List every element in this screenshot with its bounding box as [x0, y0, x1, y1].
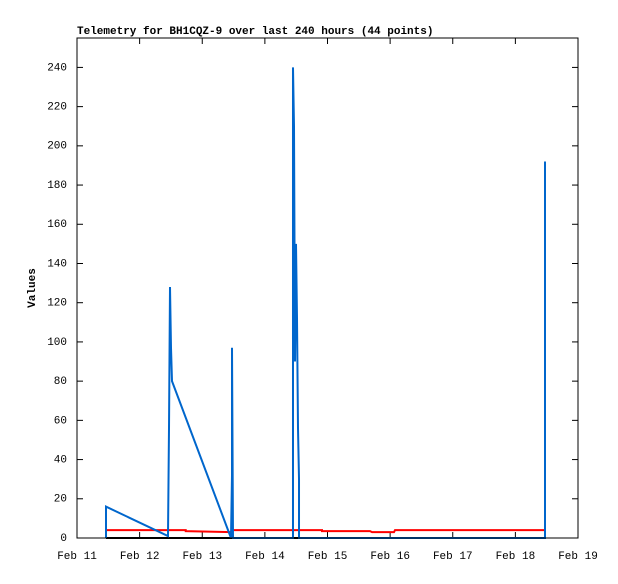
- series-line: [106, 529, 545, 534]
- y-tick-label: 240: [47, 62, 67, 74]
- y-tick-label: 160: [47, 219, 67, 231]
- x-tick-label: Feb 18: [496, 551, 536, 563]
- y-axis-label: Values: [27, 268, 39, 308]
- y-tick-label: 0: [60, 533, 67, 545]
- y-tick-label: 100: [47, 337, 67, 349]
- y-tick-label: 20: [54, 494, 67, 506]
- chart-title: Telemetry for BH1CQZ-9 over last 240 hou…: [77, 26, 433, 38]
- x-tick-label: Feb 11: [57, 551, 97, 563]
- y-tick-label: 180: [47, 180, 67, 192]
- x-tick-label: Feb 13: [182, 551, 222, 563]
- x-tick-label: Feb 17: [433, 551, 473, 563]
- plot-frame: [76, 37, 579, 539]
- y-tick-label: 120: [47, 298, 67, 310]
- x-tick-label: Feb 14: [245, 551, 285, 563]
- y-tick-label: 140: [47, 258, 67, 270]
- x-tick-label: Feb 12: [120, 551, 160, 563]
- y-tick-label: 40: [54, 454, 67, 466]
- y-tick-label: 60: [54, 415, 67, 427]
- x-tick-label: Feb 16: [370, 551, 410, 563]
- x-tick-label: Feb 19: [558, 551, 598, 563]
- y-tick-label: 220: [47, 102, 67, 114]
- x-tick-label: Feb 15: [308, 551, 348, 563]
- y-tick-label: 200: [47, 141, 67, 153]
- y-tick-label: 80: [54, 376, 67, 388]
